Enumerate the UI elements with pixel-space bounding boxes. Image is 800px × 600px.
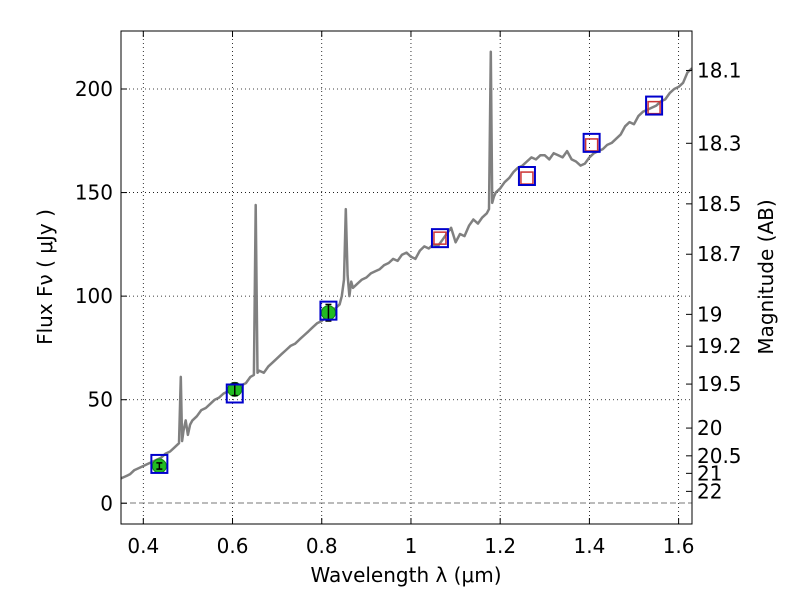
photometry-blue-square [582, 132, 601, 153]
x-tick-label: 0.4 [127, 534, 159, 558]
mag-tick-label: 18.5 [697, 192, 742, 216]
x-tick-label: 1 [405, 534, 418, 558]
mag-tick-label: 18.3 [697, 131, 742, 155]
x-tick-label: 1.6 [663, 534, 695, 558]
x-tick-label: 0.6 [217, 534, 249, 558]
spectrum-line [120, 50, 693, 480]
photometry-red-square [584, 138, 599, 152]
y-tick-label: 150 [75, 181, 113, 205]
plot-frame [120, 30, 693, 525]
y2-axis-title: Magnitude (AB) [754, 199, 778, 354]
tick-layer: 0.4 0.6 0.8 1 1.2 1.4 1.6 0 50 100 150 200 18.1 18.3 1… [75, 31, 742, 558]
mag-tick-label: 20 [697, 416, 722, 440]
mag-tick-label: 19.5 [697, 372, 742, 396]
photometry-blue-square [645, 95, 664, 116]
photometry-markers [150, 95, 664, 474]
photometry-blue-square [225, 383, 244, 404]
mag-tick-label: 18.1 [697, 58, 742, 82]
y-tick-label: 0 [100, 491, 113, 515]
y-tick-label: 200 [75, 77, 113, 101]
mag-tick-label: 22 [697, 479, 722, 503]
x-tick-label: 1.2 [484, 534, 516, 558]
x-tick-label: 0.8 [306, 534, 338, 558]
photometry-blue-square [430, 228, 449, 249]
x-tick-label: 1.4 [573, 534, 605, 558]
photometry-blue-square [319, 300, 338, 321]
photometry-red-square [433, 231, 447, 245]
y-tick-label: 100 [75, 284, 113, 308]
y-tick-label: 50 [88, 388, 113, 412]
mag-tick-label: 18.7 [697, 242, 742, 266]
mag-tick-label: 19 [697, 302, 722, 326]
y-axis-title: Flux Fν ( μJy ) [33, 209, 57, 345]
mag-tick-label: 20.5 [697, 444, 742, 468]
photometry-red-square [520, 171, 534, 185]
photometry-blue-square [517, 166, 536, 186]
mag-tick-label: 19.2 [697, 334, 742, 358]
grid-layer [121, 31, 692, 524]
mag-tick-label: 21 [697, 461, 722, 485]
x-axis-title: Wavelength λ (μm) [310, 563, 501, 587]
photometry-blue-square [150, 453, 169, 474]
